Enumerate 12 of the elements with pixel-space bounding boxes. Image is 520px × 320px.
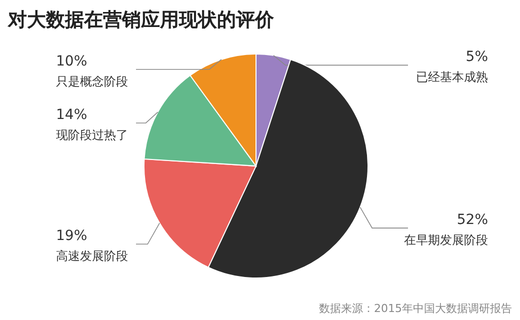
- data-label: 10%: [56, 53, 88, 70]
- source-note: 数据来源：2015年中国大数据调研报告: [319, 302, 512, 315]
- data-label: 19%: [56, 228, 88, 244]
- slice-label: 已经基本成熟: [416, 70, 488, 84]
- data-label: 52%: [456, 212, 488, 228]
- chart-title: 对大数据在营销应用现状的评价: [7, 9, 275, 31]
- slice-label: 现阶段过热了: [56, 128, 128, 142]
- data-label: 5%: [466, 49, 488, 66]
- data-label: 14%: [56, 106, 88, 123]
- slice-label: 只是概念阶段: [56, 74, 128, 88]
- slice-label: 在早期发展阶段: [404, 233, 488, 248]
- slice-label: 高速发展阶段: [56, 249, 128, 264]
